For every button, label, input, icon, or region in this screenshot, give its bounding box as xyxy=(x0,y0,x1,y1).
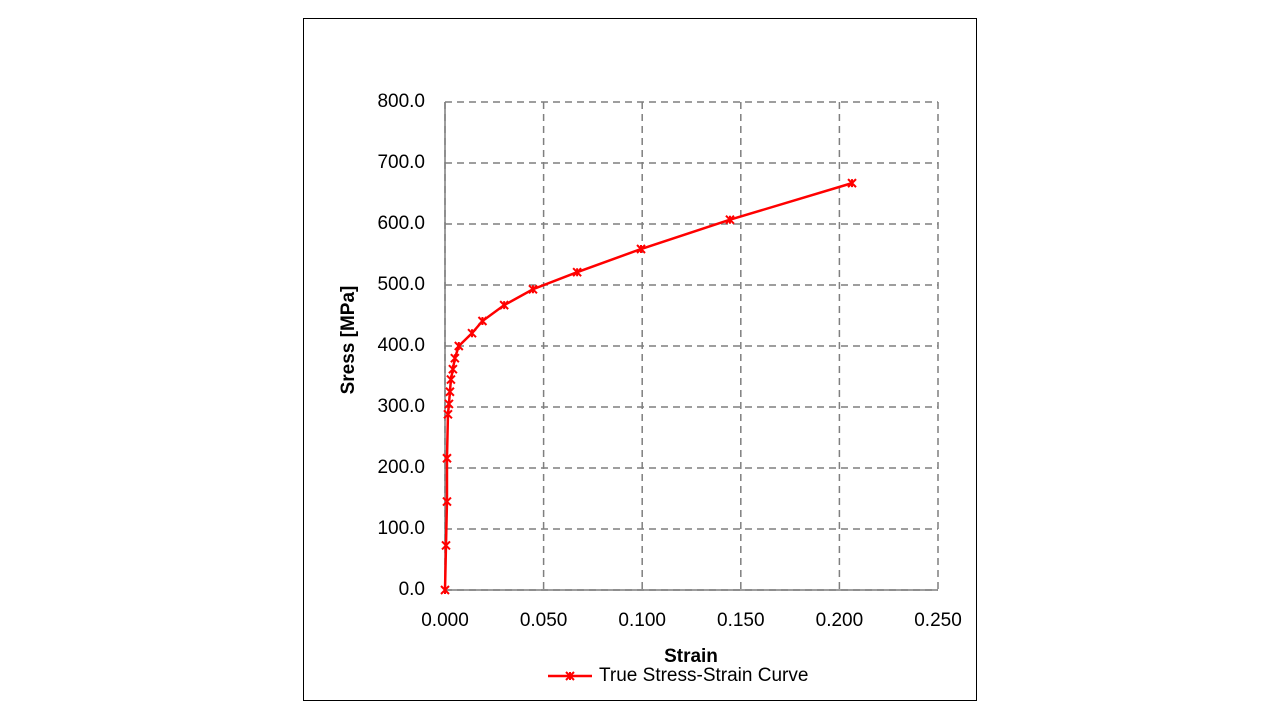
data-point xyxy=(572,267,582,277)
data-point xyxy=(847,178,857,188)
y-tick-label: 500.0 xyxy=(377,274,425,295)
data-point xyxy=(477,316,488,326)
y-tick-label: 800.0 xyxy=(377,91,425,112)
data-point xyxy=(440,585,450,595)
data-point xyxy=(448,364,458,374)
x-axis-title: Strain xyxy=(664,646,718,667)
data-point xyxy=(450,353,460,363)
data-point xyxy=(442,453,452,463)
x-tick-label: 0.100 xyxy=(618,610,666,631)
x-tick-label: 0.050 xyxy=(520,610,568,631)
y-tick-label: 200.0 xyxy=(377,457,425,478)
data-point xyxy=(444,399,454,409)
y-tick-label: 600.0 xyxy=(377,213,425,234)
chart-frame xyxy=(303,18,977,701)
legend-label: True Stress-Strain Curve xyxy=(599,665,808,686)
data-point xyxy=(499,300,509,310)
data-point xyxy=(446,374,456,385)
legend-marker xyxy=(565,671,575,681)
x-tick-label: 0.250 xyxy=(914,610,962,631)
data-point xyxy=(442,496,452,507)
data-point xyxy=(443,409,453,420)
data-point xyxy=(636,244,646,254)
y-tick-label: 300.0 xyxy=(377,396,425,417)
data-point xyxy=(454,341,464,351)
data-point xyxy=(725,215,735,225)
data-point xyxy=(528,284,538,294)
y-tick-label: 700.0 xyxy=(377,152,425,173)
y-tick-label: 400.0 xyxy=(377,335,425,356)
data-point xyxy=(467,328,477,338)
data-point xyxy=(445,387,455,397)
x-tick-label: 0.000 xyxy=(421,610,469,631)
x-tick-label: 0.150 xyxy=(717,610,765,631)
x-tick-label: 0.200 xyxy=(816,610,864,631)
y-tick-label: 100.0 xyxy=(377,518,425,539)
y-tick-label: 0.0 xyxy=(399,579,425,600)
y-axis-title: Sress [MPa] xyxy=(338,286,359,395)
data-point xyxy=(441,540,451,551)
